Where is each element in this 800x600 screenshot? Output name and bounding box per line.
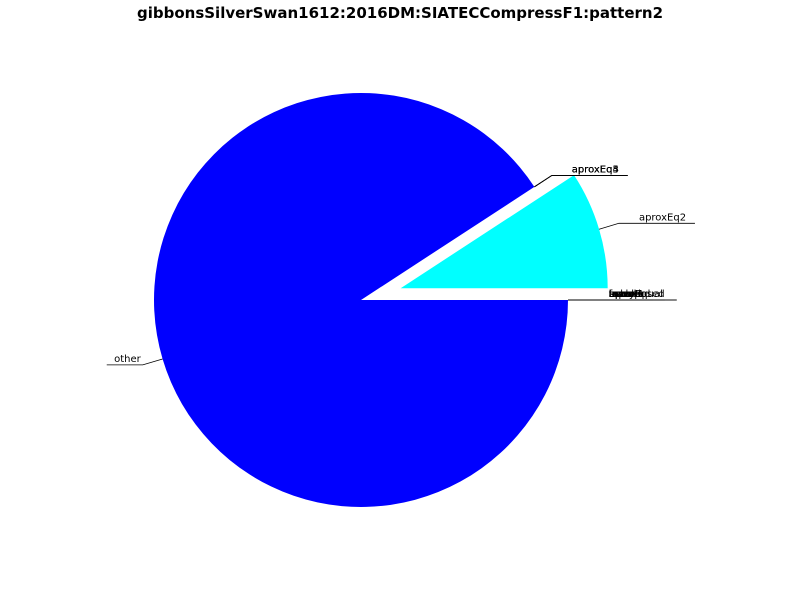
slice-label-aprox4: aprox4 [609, 289, 643, 300]
leader-line-aproxeq4 [534, 175, 628, 188]
pie-slice-other [154, 93, 568, 507]
leader-line-aproxeq5 [534, 175, 628, 188]
chart-title: gibbonsSilverSwan1612:2016DM:SIATECCompr… [136, 4, 664, 22]
slice-label-other: other [114, 354, 142, 365]
leader-line-aproxeq3 [534, 175, 628, 188]
slice-label-fuzzyequal: fuzzyEqual [609, 289, 663, 300]
slice-label-scaled: scaled [609, 289, 641, 300]
slice-label-inverted: inverted [609, 289, 651, 300]
slice-label-aproxeq3: aproxEq3 [572, 165, 619, 176]
slice-label-aproxeq4: aproxEq4 [572, 165, 619, 176]
slice-label-tonal: tonal [609, 289, 634, 300]
slice-label-aproxeq2: aproxEq2 [639, 212, 686, 223]
leader-line-aproxeq2 [598, 222, 695, 230]
slice-label-subseq: subseq [609, 289, 645, 300]
slice-label-aproxeq5: aproxEq5 [572, 165, 619, 176]
slice-label-equal: equal [609, 289, 637, 300]
leader-line-other [106, 358, 163, 366]
slice-label-transposed: transposed [609, 289, 665, 300]
pie-slice-aproxeq2 [400, 175, 608, 289]
slice-label-aprox: aprox [609, 289, 637, 300]
